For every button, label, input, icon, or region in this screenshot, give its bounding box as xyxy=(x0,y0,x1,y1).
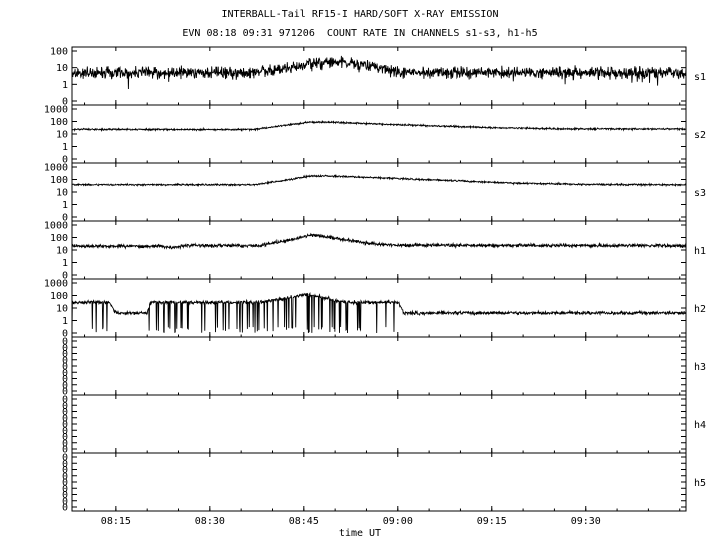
x-tick-label: 08:30 xyxy=(195,516,225,527)
y-tick-label-h4: 0 xyxy=(62,420,68,431)
channel-label-s2: s2 xyxy=(694,130,706,141)
y-tick-label-s2: 1 xyxy=(62,142,68,153)
y-tick-label-h4: 0 xyxy=(62,426,68,437)
channel-label-s1: s1 xyxy=(694,72,706,83)
y-tick-label-s1: 100 xyxy=(50,47,68,58)
y-tick-label-h5: 0 xyxy=(62,490,68,501)
channel-label-s3: s3 xyxy=(694,188,706,199)
y-tick-label-h5: 0 xyxy=(62,478,68,489)
chart-title: INTERBALL-Tail RF15-I HARD/SOFT X-RAY EM… xyxy=(221,9,499,20)
y-tick-label-h5: 0 xyxy=(62,496,68,507)
y-tick-label-h2: 100 xyxy=(50,291,68,302)
y-tick-label-h3: 0 xyxy=(62,362,68,373)
chart-subtitle: EVN 08:18 09:31 971206 COUNT RATE IN CHA… xyxy=(182,28,538,39)
y-tick-label-h2: 1000 xyxy=(44,279,68,290)
y-tick-label-s3: 100 xyxy=(50,175,68,186)
y-tick-label-h3: 0 xyxy=(62,337,68,348)
channel-label-h3: h3 xyxy=(694,362,706,373)
series-line-s3 xyxy=(71,173,687,188)
y-tick-label-s3: 1 xyxy=(62,200,68,211)
x-tick-label: 09:00 xyxy=(383,516,413,527)
y-tick-label-h3: 0 xyxy=(62,368,68,379)
y-tick-label-h4: 0 xyxy=(62,413,68,424)
y-tick-label-h1: 100 xyxy=(50,233,68,244)
y-tick-label-s2: 10 xyxy=(56,130,68,141)
x-tick-label: 08:15 xyxy=(101,516,131,527)
y-tick-label-h3: 0 xyxy=(62,349,68,360)
y-tick-label-h5: 0 xyxy=(62,465,68,476)
y-tick-label-h1: 1 xyxy=(62,258,68,269)
y-tick-label-s1: 0 xyxy=(62,97,68,108)
y-tick-label-h5: 0 xyxy=(62,471,68,482)
y-tick-label-h4: 0 xyxy=(62,395,68,406)
channel-label-h5: h5 xyxy=(694,478,706,489)
y-tick-label-h4: 0 xyxy=(62,445,68,456)
y-tick-label-h3: 0 xyxy=(62,355,68,366)
channel-label-h4: h4 xyxy=(694,420,706,431)
series-line-s2 xyxy=(71,119,687,133)
y-tick-label-s2: 100 xyxy=(50,117,68,128)
series-line-s1 xyxy=(71,55,687,89)
y-tick-label-h3: 0 xyxy=(62,374,68,385)
y-tick-label-h3: 0 xyxy=(62,387,68,398)
y-tick-label-h3: 0 xyxy=(62,380,68,391)
y-tick-label-h4: 0 xyxy=(62,407,68,418)
x-tick-label: 09:30 xyxy=(571,516,601,527)
y-tick-label-h5: 0 xyxy=(62,503,68,514)
y-tick-label-s3: 10 xyxy=(56,188,68,199)
y-tick-label-s2: 1000 xyxy=(44,105,68,116)
x-tick-label: 08:45 xyxy=(289,516,319,527)
y-tick-label-s2: 0 xyxy=(62,155,68,166)
y-tick-label-h4: 0 xyxy=(62,438,68,449)
y-tick-label-s1: 1 xyxy=(62,80,68,91)
series-line-h2 xyxy=(71,292,687,334)
y-tick-label-s1: 10 xyxy=(56,63,68,74)
channel-label-h1: h1 xyxy=(694,246,706,257)
y-tick-label-h3: 0 xyxy=(62,343,68,354)
y-tick-label-h2: 10 xyxy=(56,304,68,315)
y-tick-label-h1: 0 xyxy=(62,271,68,282)
y-tick-label-h2: 0 xyxy=(62,329,68,340)
y-tick-label-h1: 10 xyxy=(56,246,68,257)
x-tick-label: 09:15 xyxy=(477,516,507,527)
y-tick-label-s3: 0 xyxy=(62,213,68,224)
y-tick-label-h4: 0 xyxy=(62,401,68,412)
y-tick-label-h4: 0 xyxy=(62,432,68,443)
y-tick-label-h5: 0 xyxy=(62,484,68,495)
y-tick-label-h5: 0 xyxy=(62,453,68,464)
y-tick-label-h5: 0 xyxy=(62,459,68,470)
y-tick-label-s3: 1000 xyxy=(44,163,68,174)
y-tick-label-h2: 1 xyxy=(62,316,68,327)
channel-label-h2: h2 xyxy=(694,304,706,315)
x-axis-label: time UT xyxy=(338,528,382,539)
series-line-h1 xyxy=(71,232,687,250)
y-tick-label-h1: 1000 xyxy=(44,221,68,232)
